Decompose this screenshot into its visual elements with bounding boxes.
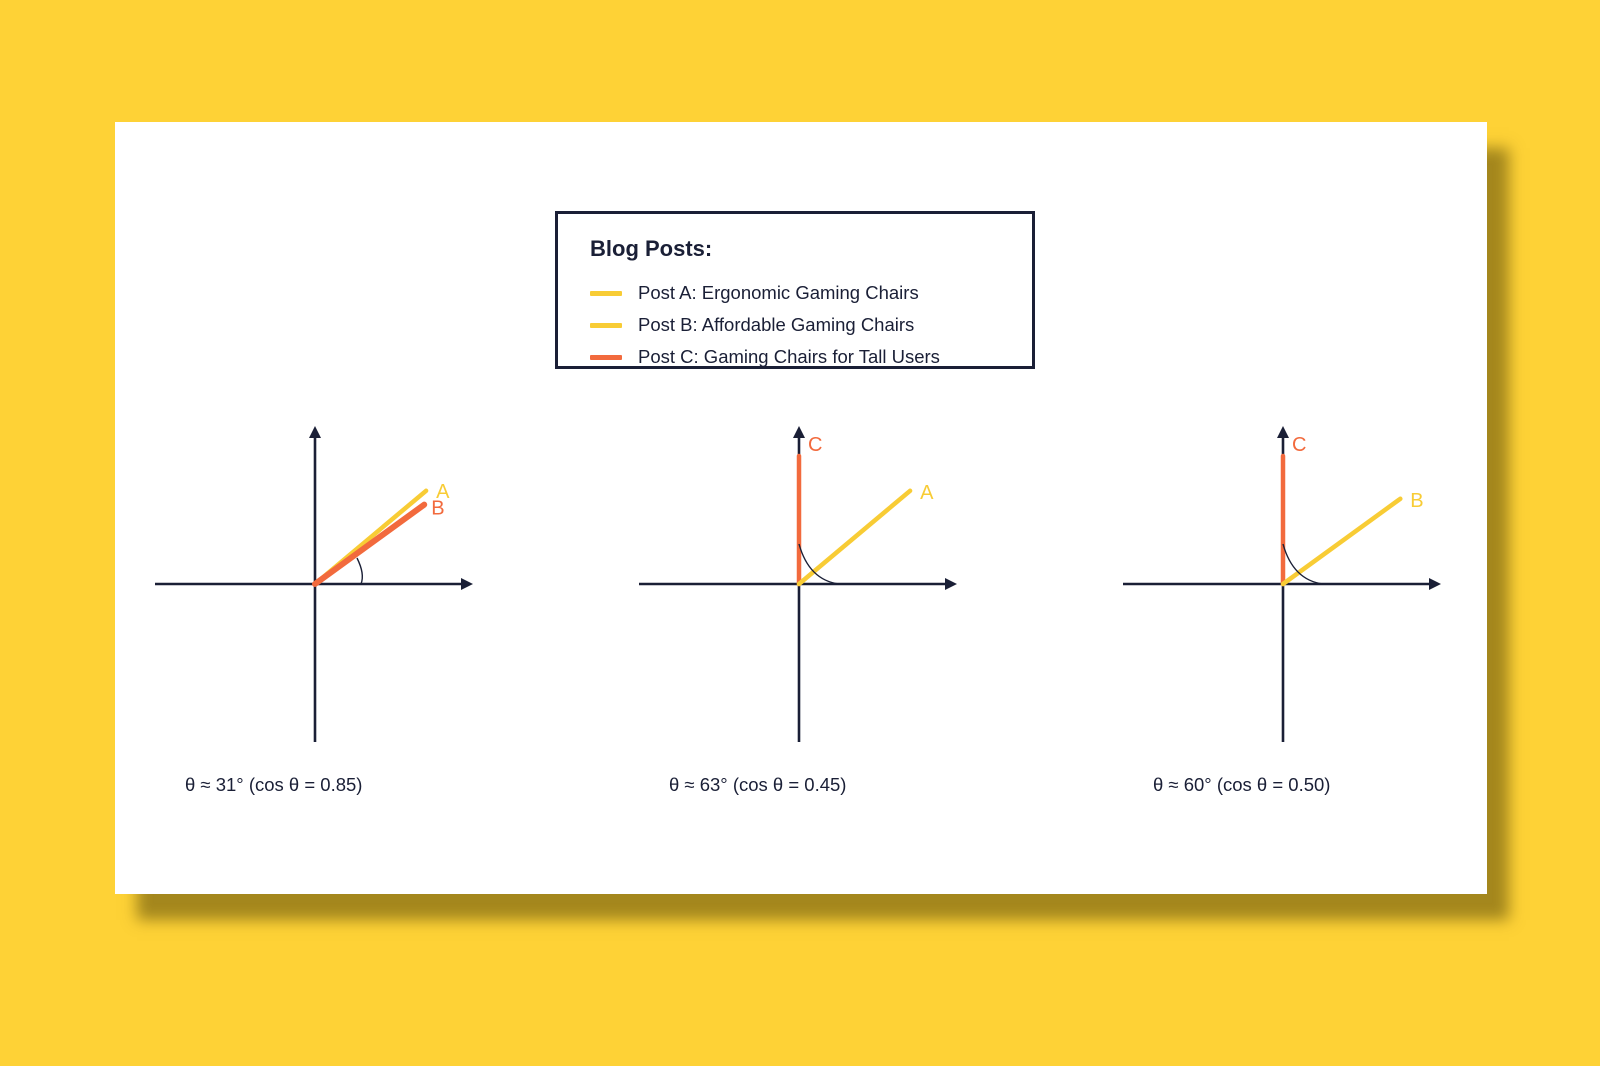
legend-label-post-c: Post C: Gaming Chairs for Tall Users	[638, 346, 940, 367]
panel-1-y-axis-arrow-icon	[309, 426, 321, 438]
legend-item-post-b: Post B: Affordable Gaming Chairs	[590, 313, 914, 337]
legend-item-post-a: Post A: Ergonomic Gaming Chairs	[590, 281, 919, 305]
panel-2-x-axis-arrow-icon	[945, 578, 957, 590]
panel-1-angle-arc	[356, 557, 364, 585]
panel-3-x-axis-arrow-icon	[1429, 578, 1441, 590]
legend: Blog Posts: Post A: Ergonomic Gaming Cha…	[555, 211, 1035, 369]
caption-panel-1: θ ≈ 31° (cos θ = 0.85)	[185, 774, 363, 795]
panel-2-label-c: C	[808, 434, 822, 456]
legend-swatch-post-b	[590, 322, 622, 328]
panel-1-x-axis-arrow-icon	[461, 578, 473, 590]
panel-3-angle-arc	[1282, 543, 1324, 585]
panel-3-y-axis-arrow-icon	[1277, 426, 1289, 438]
legend-label-post-b: Post B: Affordable Gaming Chairs	[638, 314, 915, 335]
panel-3-vector-b	[1280, 496, 1403, 587]
panel-1-vector-b	[312, 501, 428, 587]
caption-panel-3: θ ≈ 60° (cos θ = 0.50)	[1153, 774, 1331, 795]
legend-swatch-post-a	[590, 290, 622, 296]
caption-panel-2: θ ≈ 63° (cos θ = 0.45)	[669, 774, 847, 795]
panel-2-angle-arc	[798, 543, 840, 585]
panel-2-label-a: A	[920, 482, 934, 504]
panel-1-label-a: A	[436, 481, 450, 503]
panel-3-label-c: C	[1292, 434, 1306, 456]
legend-title: Blog Posts:	[590, 236, 713, 261]
panel-1-label-b: B	[431, 498, 444, 520]
panel-2-y-axis-arrow-icon	[793, 426, 805, 438]
legend-item-post-c: Post C: Gaming Chairs for Tall Users	[590, 345, 940, 369]
panel-3-label-b: B	[1410, 490, 1423, 512]
legend-swatch-post-c	[590, 354, 622, 360]
panel-2-vector-a	[796, 488, 913, 587]
diagram-card: Blog Posts: Post A: Ergonomic Gaming Cha…	[115, 122, 1487, 894]
legend-label-post-a: Post A: Ergonomic Gaming Chairs	[638, 282, 919, 303]
